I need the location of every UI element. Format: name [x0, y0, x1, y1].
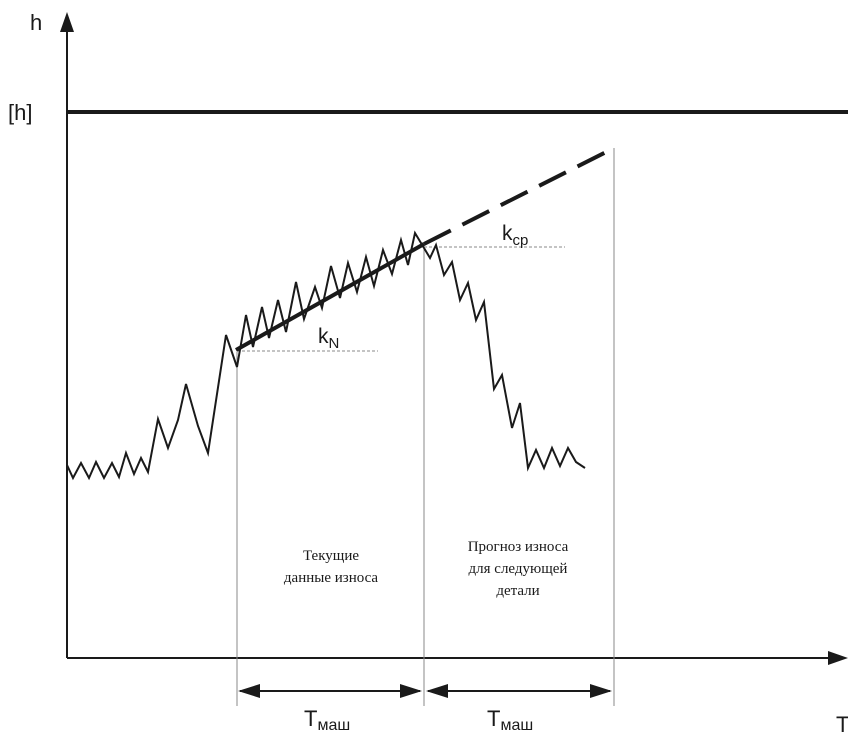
current-data-caption-line2: данные износа — [284, 570, 379, 586]
limit-label: [h] — [8, 100, 32, 125]
interval-arrow-first-right-icon — [400, 684, 422, 698]
forecast-caption-line2: для следующей — [469, 561, 568, 577]
interval-arrow-first-left-icon — [238, 684, 260, 698]
forecast-line — [423, 146, 615, 246]
interval-label-first: Tмаш — [304, 706, 350, 734]
interval-arrow-second-right-icon — [590, 684, 612, 698]
forecast-caption-line1: Прогноз износа — [468, 539, 569, 555]
kcp-label: kср — [502, 222, 528, 249]
x-axis-arrow-icon — [828, 651, 848, 665]
interval-label-second: Tмаш — [487, 706, 533, 734]
wear-curve-next-part — [423, 242, 586, 472]
x-axis-label: T — [836, 712, 848, 737]
current-data-caption-line1: Текущие — [303, 548, 359, 564]
forecast-caption-line3: детали — [496, 583, 539, 599]
y-axis-arrow-icon — [60, 12, 74, 32]
trend-line — [235, 242, 425, 352]
y-axis-label: h — [30, 10, 42, 35]
wear-curve-current — [66, 230, 425, 481]
kn-label: kN — [318, 325, 339, 352]
interval-arrow-second-left-icon — [426, 684, 448, 698]
